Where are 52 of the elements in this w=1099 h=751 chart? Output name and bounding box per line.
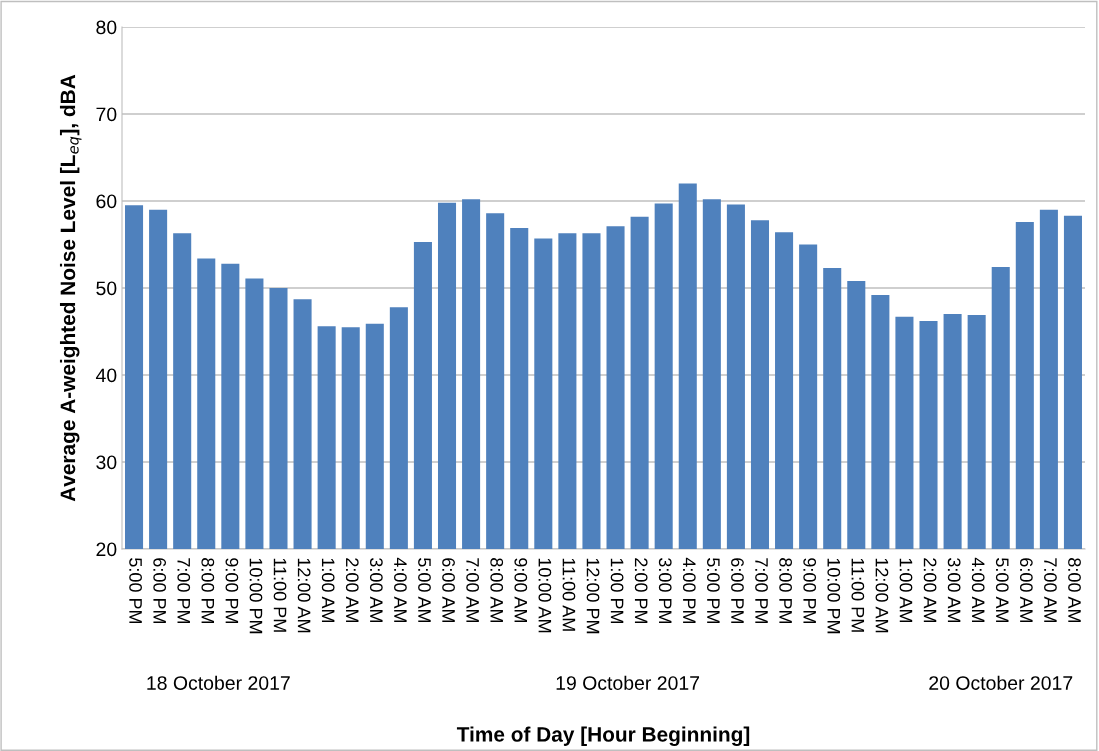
x-tick-label: 5:00 PM [129, 558, 142, 624]
x-tick-label: 1:00 AM [321, 558, 335, 623]
x-tick-label: 12:00 PM [586, 558, 600, 634]
y-tick-label: 70 [96, 107, 117, 122]
x-tick-label: 6:00 PM [153, 558, 167, 624]
x-tick-label: 11:00 AM [562, 558, 576, 631]
x-tick-label: 6:00 PM [731, 558, 744, 624]
x-tick-label: 6:00 AM [1019, 558, 1033, 623]
x-tick-label: 5:00 PM [706, 558, 720, 624]
x-tick-label: 10:00 PM [249, 558, 263, 634]
x-axis-title: Time of Day [Hour Beginning] [456, 726, 750, 746]
text: 18 October 2017 [147, 675, 290, 690]
x-tick-label: 8:00 AM [490, 558, 504, 623]
x-tick-label: 7:00 PM [755, 558, 768, 624]
x-tick-label: 8:00 PM [201, 558, 215, 624]
y-tick-label: 50 [96, 281, 117, 296]
x-tick-label: 1:00 PM [610, 558, 624, 624]
x-tick-label: 8:00 AM [1068, 558, 1081, 623]
x-tick-label: 7:00 PM [177, 558, 191, 624]
x-tick-label: 9:00 PM [225, 558, 239, 624]
x-tick-label: 7:00 AM [1044, 558, 1057, 623]
x-tick-label: 3:00 AM [947, 558, 961, 623]
x-tick-label: 2:00 PM [634, 558, 648, 624]
x-tick-label: 11:00 PM [273, 558, 287, 632]
y-tick-label: 20 [96, 542, 117, 557]
y-tick-label: 60 [96, 194, 117, 209]
x-tick-label: 5:00 AM [995, 558, 1009, 623]
x-tick-label: 9:00 AM [514, 558, 528, 623]
y-tick-label: 30 [96, 455, 117, 470]
y-tick-label: 40 [95, 368, 117, 383]
x-tick-label: 12:00 AM [875, 558, 889, 633]
text: 19 October 2017 [556, 675, 700, 690]
x-tick-label: 7:00 AM [466, 558, 480, 623]
text: 20 October 2017 [929, 675, 1073, 690]
y-tick-label: 80 [96, 20, 117, 35]
x-tick-label: 8:00 PM [779, 558, 792, 624]
x-tick-label: 3:00 PM [658, 558, 672, 624]
x-tick-label: 4:00 AM [394, 557, 407, 623]
x-tick-label: 4:00 PM [682, 557, 696, 624]
x-tick-label: 10:00 PM [827, 558, 841, 634]
x-tick-label: 2:00 AM [923, 558, 937, 623]
x-tick-label: 9:00 PM [803, 558, 817, 624]
x-tick-label: 4:00 AM [971, 557, 985, 623]
x-tick-label: 12:00 AM [297, 558, 311, 633]
x-tick-label: 3:00 AM [369, 558, 383, 623]
x-tick-label: 2:00 AM [345, 558, 359, 623]
x-tick-label: 1:00 AM [899, 558, 913, 623]
x-tick-label: 5:00 AM [418, 558, 431, 623]
y-axis-title: Average A-weighted Noise Level [L$_{eq}$], dBA [59, 74, 82, 502]
x-tick-label: 10:00 AM [538, 558, 552, 633]
x-tick-label: 11:00 PM [851, 558, 865, 632]
x-tick-label: 6:00 AM [442, 558, 455, 623]
